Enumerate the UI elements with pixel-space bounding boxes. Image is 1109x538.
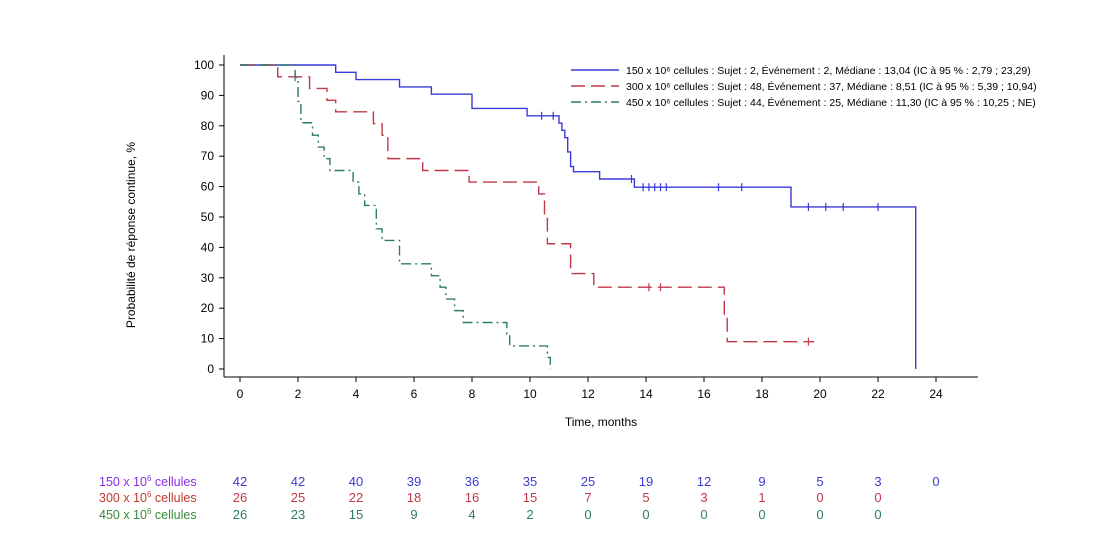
risk-value: 5 <box>642 490 649 505</box>
risk-value: 0 <box>584 507 591 522</box>
risk-value: 15 <box>523 490 537 505</box>
x-tick-label: 12 <box>581 387 595 401</box>
risk-value: 23 <box>291 507 305 522</box>
risk-value: 3 <box>874 474 881 489</box>
y-tick-label: 10 <box>201 332 215 346</box>
series-line-1 <box>240 64 917 369</box>
x-tick-label: 14 <box>639 387 653 401</box>
risk-value: 5 <box>816 474 823 489</box>
y-tick-label: 30 <box>201 271 215 285</box>
y-axis-label: Probabilité de réponse continue, % <box>124 142 138 328</box>
risk-value: 0 <box>700 507 707 522</box>
risk-value: 0 <box>874 507 881 522</box>
risk-value: 4 <box>468 507 475 522</box>
x-tick-label: 10 <box>523 387 537 401</box>
risk-row-label: 300 x 106 cellules <box>99 490 197 505</box>
risk-table: 150 x 106 cellules 42 42 40 39 36 35 25 19 12 9 5 3 0… <box>99 474 940 522</box>
risk-value: 0 <box>874 490 881 505</box>
y-tick-label: 60 <box>201 180 215 194</box>
legend-label-1: 150 x 10⁶ cellules : Sujet : 2, Événemen… <box>626 64 1031 77</box>
risk-value: 26 <box>233 490 247 505</box>
x-tick-label: 22 <box>871 387 885 401</box>
risk-value: 1 <box>758 490 765 505</box>
y-tick-label: 100 <box>194 58 214 72</box>
risk-value: 18 <box>407 490 421 505</box>
risk-value: 19 <box>639 474 653 489</box>
risk-value: 9 <box>758 474 765 489</box>
x-tick-label: 4 <box>353 387 360 401</box>
risk-value: 39 <box>407 474 421 489</box>
risk-value: 40 <box>349 474 363 489</box>
x-tick-label: 20 <box>813 387 827 401</box>
risk-value: 3 <box>700 490 707 505</box>
risk-value: 2 <box>526 507 533 522</box>
risk-value: 0 <box>642 507 649 522</box>
risk-row-label: 450 x 106 cellules <box>99 507 197 522</box>
risk-value: 16 <box>465 490 479 505</box>
risk-value: 36 <box>465 474 479 489</box>
risk-value: 22 <box>349 490 363 505</box>
x-axis-label: Time, months <box>565 415 637 429</box>
x-tick-label: 6 <box>411 387 418 401</box>
x-tick-label: 16 <box>697 387 711 401</box>
y-tick-label: 40 <box>201 240 215 254</box>
risk-value: 25 <box>291 490 305 505</box>
legend-label-3: 450 x 10⁶ cellules : Sujet : 44, Événeme… <box>626 96 1036 109</box>
y-tick-label: 80 <box>201 119 215 133</box>
risk-value: 42 <box>233 474 247 489</box>
series-line-3 <box>240 64 551 369</box>
y-tick-label: 20 <box>201 301 215 315</box>
x-ticks: 0 2 4 6 8 10 12 14 16 18 20 22 24 <box>237 377 943 401</box>
risk-row-label: 150 x 106 cellules <box>99 474 197 489</box>
risk-value: 42 <box>291 474 305 489</box>
y-tick-label: 70 <box>201 149 215 163</box>
series-layer <box>240 64 917 369</box>
y-tick-label: 90 <box>201 88 215 102</box>
risk-value: 0 <box>932 474 939 489</box>
legend-label-2: 300 x 10⁶ cellules : Sujet : 48, Événeme… <box>626 80 1037 93</box>
risk-value: 0 <box>758 507 765 522</box>
risk-value: 0 <box>816 490 823 505</box>
series-line-2 <box>240 64 815 343</box>
x-tick-label: 18 <box>755 387 769 401</box>
risk-value: 9 <box>410 507 417 522</box>
risk-value: 35 <box>523 474 537 489</box>
risk-value: 12 <box>697 474 711 489</box>
x-tick-label: 8 <box>469 387 476 401</box>
risk-value: 26 <box>233 507 247 522</box>
y-tick-label: 50 <box>201 210 215 224</box>
legend: 150 x 10⁶ cellules : Sujet : 2, Événemen… <box>571 64 1037 109</box>
risk-value: 0 <box>816 507 823 522</box>
risk-value: 25 <box>581 474 595 489</box>
risk-value: 7 <box>584 490 591 505</box>
x-tick-label: 0 <box>237 387 244 401</box>
risk-value: 15 <box>349 507 363 522</box>
y-ticks: 0 10 20 30 40 50 60 70 80 90 100 <box>194 58 224 376</box>
x-tick-label: 24 <box>929 387 943 401</box>
y-tick-label: 0 <box>207 362 214 376</box>
x-tick-label: 2 <box>295 387 302 401</box>
